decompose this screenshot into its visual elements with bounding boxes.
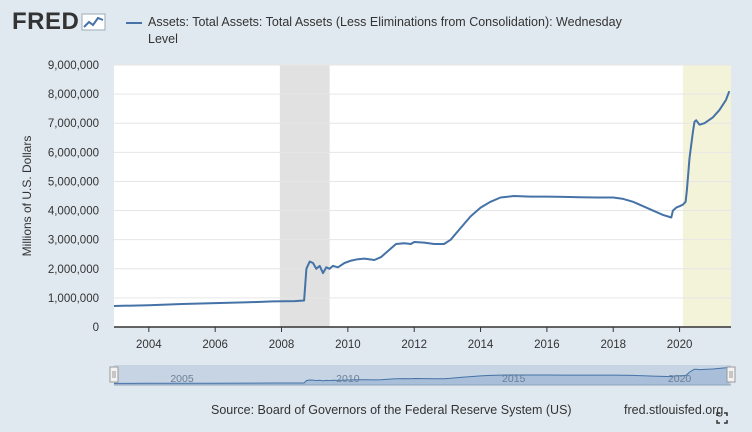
legend-label: Assets: Total Assets: Total Assets (Less… bbox=[148, 15, 622, 46]
navigator-left-handle[interactable] bbox=[109, 366, 119, 383]
fred-logo[interactable]: FRED bbox=[12, 8, 107, 36]
x-tick-label: 2012 bbox=[401, 339, 427, 351]
recession-band bbox=[682, 65, 731, 327]
chart-legend: Assets: Total Assets: Total Assets (Less… bbox=[126, 14, 646, 48]
y-tick-label: 9,000,000 bbox=[48, 60, 99, 72]
navigator-series bbox=[113, 366, 730, 385]
fred-logo-text: FRED bbox=[12, 8, 80, 35]
navigator-right-handle[interactable] bbox=[726, 366, 736, 383]
y-tick-label: 5,000,000 bbox=[48, 176, 99, 188]
series-layer bbox=[113, 90, 731, 307]
fred-chart-icon bbox=[81, 13, 106, 31]
navigator-label: 2015 bbox=[502, 373, 526, 385]
y-axis-ticks: 0 1,000,000 2,000,000 3,000,000 4,000,000 5,0… bbox=[48, 60, 99, 334]
y-tick-label: 0 bbox=[93, 322, 99, 334]
y-axis-label: Millions of U.S. Dollars bbox=[20, 136, 34, 257]
x-tick-label: 2008 bbox=[269, 339, 295, 351]
x-tick-label: 2016 bbox=[534, 339, 560, 351]
y-tick-label: 3,000,000 bbox=[48, 235, 99, 247]
fullscreen-expand-icon[interactable] bbox=[716, 412, 728, 424]
x-axis-ticks: 2004 2006 2008 2010 2012 2014 2016 2018 2020 bbox=[136, 327, 692, 351]
series-line bbox=[113, 90, 731, 307]
navigator[interactable]: 2005 2010 2015 2020 bbox=[109, 365, 736, 386]
y-tick-label: 2,000,000 bbox=[48, 264, 99, 276]
navigator-line bbox=[113, 366, 730, 384]
x-tick-label: 2020 bbox=[667, 339, 693, 351]
source-note: Source: Board of Governors of the Federa… bbox=[211, 403, 572, 417]
y-tick-label: 7,000,000 bbox=[48, 118, 99, 130]
gridlines bbox=[114, 64, 731, 299]
x-tick-label: 2010 bbox=[335, 339, 361, 351]
navigator-label: 2005 bbox=[170, 373, 194, 385]
x-tick-label: 2006 bbox=[202, 339, 228, 351]
plot-background bbox=[114, 65, 731, 327]
x-tick-label: 2018 bbox=[600, 339, 626, 351]
navigator-labels: 2005 2010 2015 2020 bbox=[170, 373, 691, 385]
legend-line-swatch bbox=[126, 22, 142, 24]
navigator-label: 2020 bbox=[668, 373, 692, 385]
y-tick-label: 1,000,000 bbox=[48, 293, 99, 305]
navigator-area bbox=[114, 367, 730, 385]
navigator-label: 2010 bbox=[336, 373, 360, 385]
x-tick-label: 2004 bbox=[136, 339, 162, 351]
y-tick-label: 4,000,000 bbox=[48, 206, 99, 218]
y-tick-label: 8,000,000 bbox=[48, 89, 99, 101]
x-tick-label: 2014 bbox=[468, 339, 494, 351]
site-link[interactable]: fred.stlouisfed.org bbox=[624, 403, 724, 417]
y-tick-label: 6,000,000 bbox=[48, 147, 99, 159]
